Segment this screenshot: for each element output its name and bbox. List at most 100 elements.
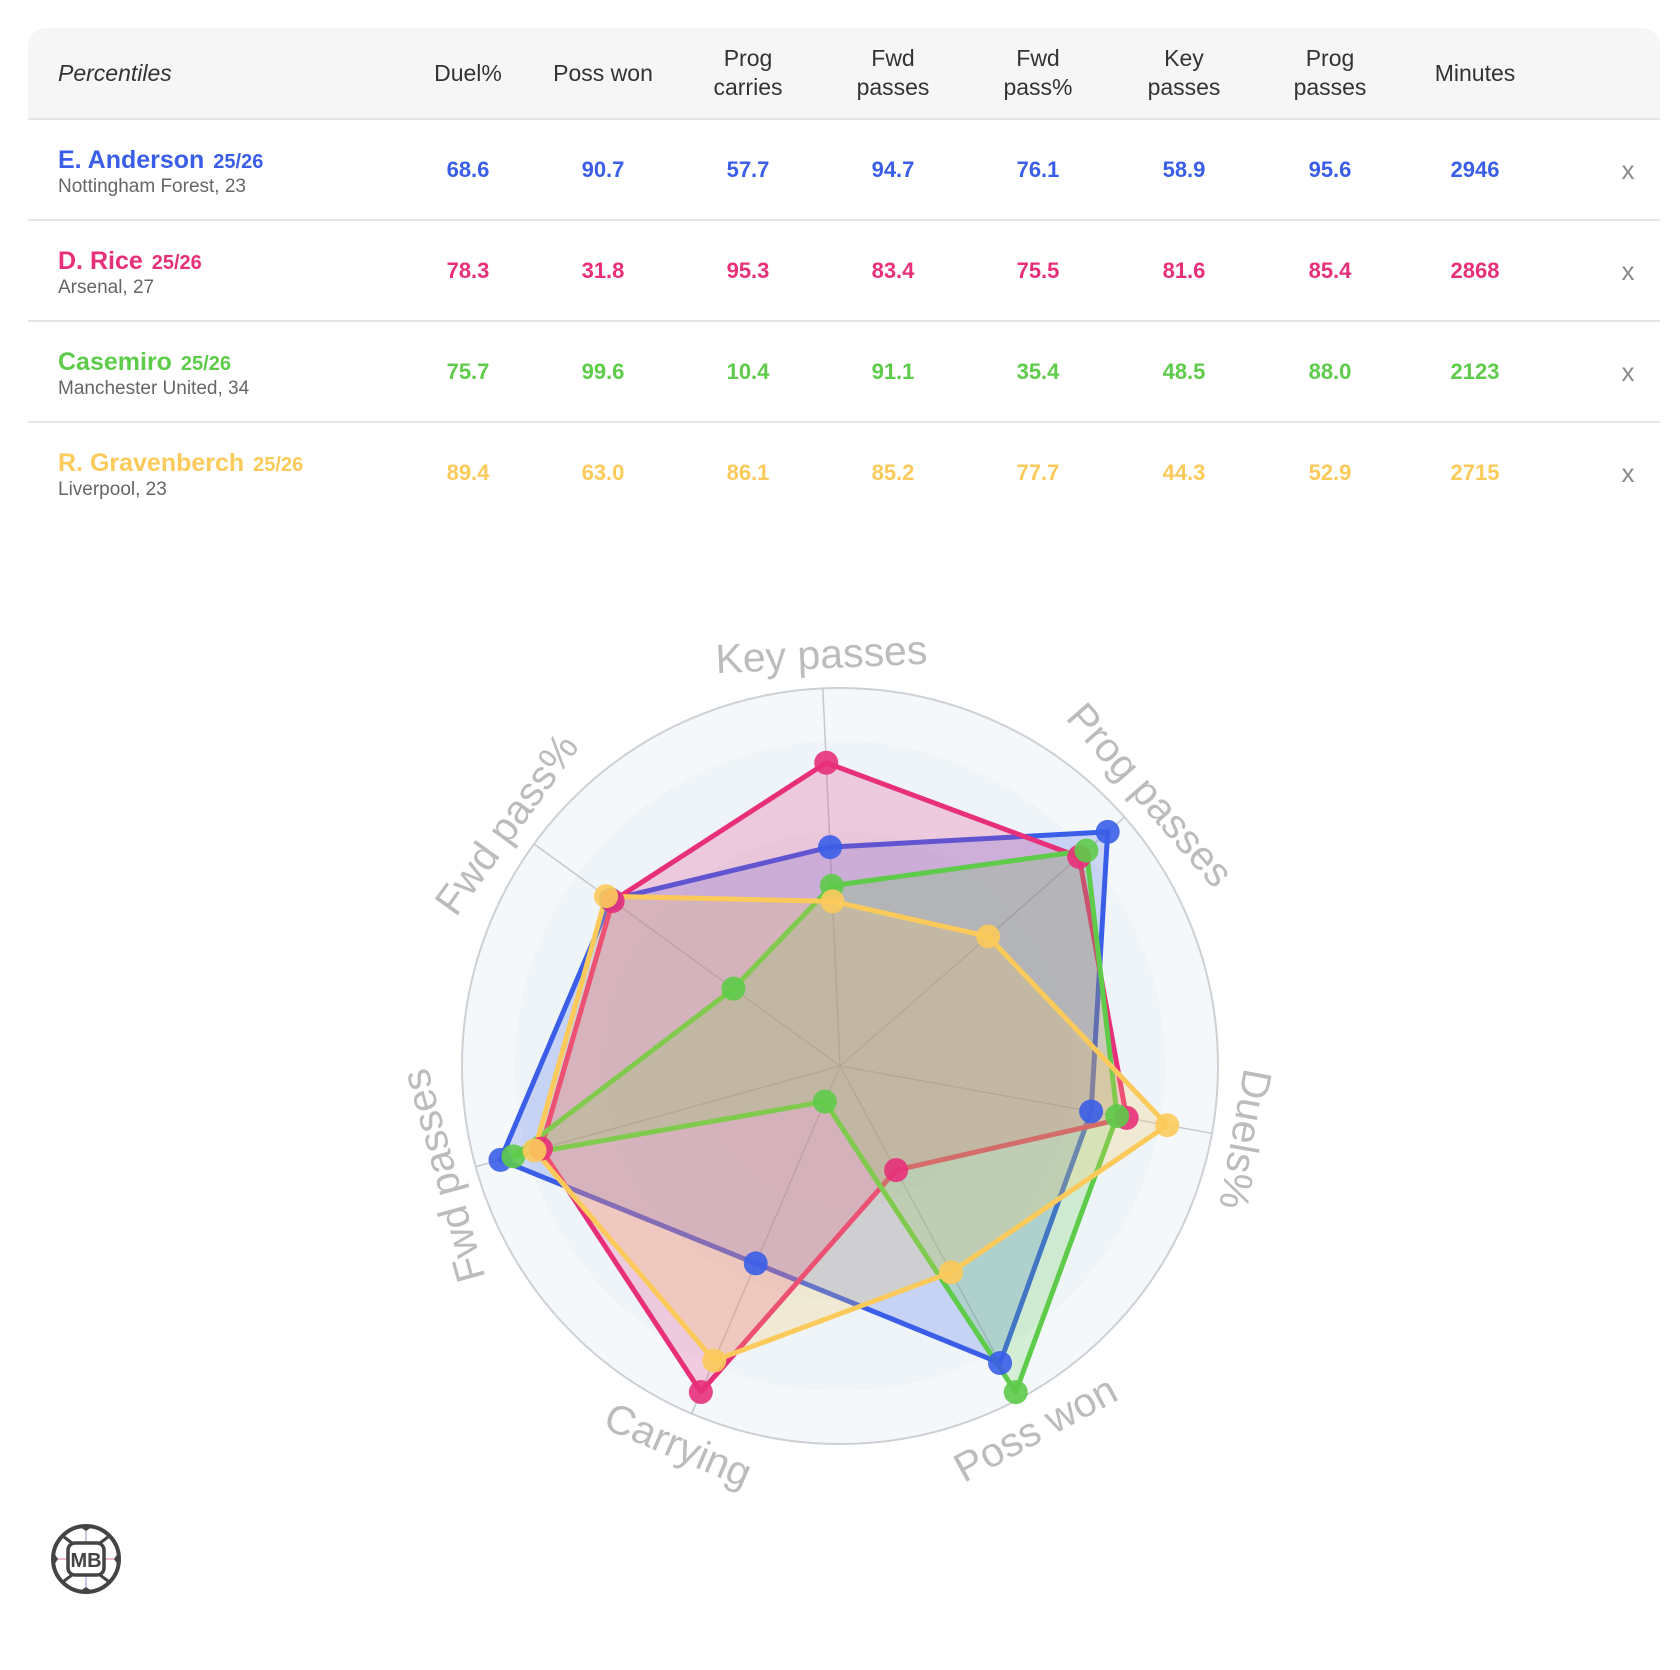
value-fwd-passes: 94.7 <box>871 157 915 182</box>
value-prog-passes: 52.9 <box>1308 460 1352 485</box>
radar-data-point[interactable] <box>988 1351 1013 1376</box>
radar-data-point[interactable] <box>976 924 1001 949</box>
table-header: Percentiles Duel% Poss won Prog carries F… <box>28 28 1660 120</box>
player-name[interactable]: E. Anderson 25/26 <box>58 146 264 174</box>
value-poss-won: 63.0 <box>581 460 625 485</box>
radar-data-point[interactable] <box>1095 819 1120 844</box>
player-team-age: Nottingham Forest, 23 <box>58 176 246 197</box>
value-fwd-pass-pct: 75.5 <box>1016 258 1060 283</box>
radar-series-1 <box>538 760 1130 1395</box>
value-key-passes: 48.5 <box>1162 359 1206 384</box>
season-label: 25/26 <box>253 454 304 476</box>
value-prog-carries: 95.3 <box>726 258 770 283</box>
radar-data-point[interactable] <box>820 889 845 914</box>
radar-data-point[interactable] <box>522 1138 547 1163</box>
radar-data-point[interactable] <box>598 887 623 912</box>
axis-label: Prog passes <box>1058 694 1243 896</box>
remove-player-button[interactable]: x <box>1621 457 1635 488</box>
table-row: D. Rice 25/26 Arsenal, 27 78.3 31.8 95.3… <box>28 221 1660 322</box>
value-duel-pct: 89.4 <box>446 460 490 485</box>
radar-data-point[interactable] <box>488 1147 513 1172</box>
radar-data-point[interactable] <box>721 976 746 1001</box>
mb-logo-icon: MB <box>50 1523 122 1595</box>
radar-data-point[interactable] <box>814 750 839 775</box>
radar-series-group <box>488 750 1180 1405</box>
radar-data-point[interactable] <box>501 1144 526 1169</box>
table-row: R. Gravenberch 25/26 Liverpool, 23 89.4 … <box>28 423 1660 522</box>
player-team-age: Manchester United, 34 <box>58 378 250 399</box>
radar-data-point[interactable] <box>812 1089 837 1114</box>
axis-label: Fwd pass% <box>426 725 588 924</box>
value-duel-pct: 78.3 <box>446 258 490 283</box>
radar-data-point[interactable] <box>1074 838 1099 863</box>
value-prog-carries: 10.4 <box>726 359 770 384</box>
header-percentiles: Percentiles <box>58 59 172 86</box>
value-prog-passes: 95.6 <box>1308 157 1352 182</box>
radar-data-point[interactable] <box>1067 844 1092 869</box>
axis-label: Carrying <box>598 1393 759 1496</box>
player-team-age: Liverpool, 23 <box>58 479 167 500</box>
header-duel-pct[interactable]: Duel% <box>434 59 502 86</box>
value-minutes: 2946 <box>1450 157 1500 182</box>
player-name[interactable]: R. Gravenberch 25/26 <box>58 449 304 477</box>
value-key-passes: 58.9 <box>1162 157 1206 182</box>
player-team-age: Arsenal, 27 <box>58 277 155 298</box>
radar-data-point[interactable] <box>884 1158 909 1183</box>
radar-data-point[interactable] <box>1155 1113 1180 1138</box>
remove-player-button[interactable]: x <box>1621 154 1635 185</box>
radar-data-point[interactable] <box>1079 1099 1104 1124</box>
radar-data-point[interactable] <box>688 1380 713 1405</box>
svg-text:MB: MB <box>70 1550 101 1572</box>
header-key-passes[interactable]: Key passes <box>1147 45 1221 100</box>
value-fwd-passes: 85.2 <box>871 460 915 485</box>
value-poss-won: 90.7 <box>581 157 625 182</box>
axis-label: Duels% <box>1210 1066 1280 1213</box>
radar-data-point[interactable] <box>1105 1104 1130 1129</box>
value-poss-won: 99.6 <box>581 359 625 384</box>
header-fwd-pass-pct[interactable]: Fwd pass% <box>1003 45 1073 100</box>
value-prog-carries: 86.1 <box>726 460 770 485</box>
season-label: 25/26 <box>213 151 264 173</box>
radar-data-point[interactable] <box>1003 1380 1028 1405</box>
value-key-passes: 44.3 <box>1162 460 1206 485</box>
axis-label: Key passes <box>714 627 928 683</box>
radar-data-point[interactable] <box>594 884 619 909</box>
value-fwd-pass-pct: 77.7 <box>1016 460 1060 485</box>
radar-data-point[interactable] <box>1114 1105 1139 1130</box>
value-minutes: 2123 <box>1450 359 1500 384</box>
header-poss-won[interactable]: Poss won <box>553 59 653 86</box>
player-name[interactable]: Casemiro 25/26 <box>58 348 231 376</box>
player-name[interactable]: D. Rice 25/26 <box>58 247 202 275</box>
value-duel-pct: 75.7 <box>446 359 490 384</box>
radar-series-2 <box>510 847 1120 1395</box>
header-prog-passes[interactable]: Prog passes <box>1293 45 1367 100</box>
value-duel-pct: 68.6 <box>446 157 490 182</box>
remove-player-button[interactable]: x <box>1621 356 1635 387</box>
value-fwd-pass-pct: 76.1 <box>1016 157 1060 182</box>
value-prog-passes: 88.0 <box>1308 359 1352 384</box>
radar-data-point[interactable] <box>528 1136 553 1161</box>
radar-data-point[interactable] <box>939 1260 964 1285</box>
table-row: E. Anderson 25/26 Nottingham Forest, 23 … <box>28 120 1660 221</box>
value-fwd-passes: 91.1 <box>871 359 915 384</box>
axis-label: Fwd passes <box>392 1064 495 1287</box>
header-fwd-passes[interactable]: Fwd passes <box>856 45 930 100</box>
header-prog-carries[interactable]: Prog carries <box>713 45 783 100</box>
remove-player-button[interactable]: x <box>1621 255 1635 286</box>
table-row: Casemiro 25/26 Manchester United, 34 75.… <box>28 322 1660 423</box>
header-minutes[interactable]: Minutes <box>1434 59 1516 86</box>
value-poss-won: 31.8 <box>581 258 625 283</box>
season-label: 25/26 <box>151 252 202 274</box>
radar-series-3 <box>532 893 1170 1364</box>
season-label: 25/26 <box>180 353 231 375</box>
value-minutes: 2715 <box>1450 460 1500 485</box>
radar-data-point[interactable] <box>819 873 844 898</box>
radar-data-point[interactable] <box>818 835 843 860</box>
value-minutes: 2868 <box>1450 258 1500 283</box>
radar-data-point[interactable] <box>600 889 625 914</box>
value-fwd-pass-pct: 35.4 <box>1016 359 1060 384</box>
value-fwd-passes: 83.4 <box>871 258 915 283</box>
radar-data-point[interactable] <box>743 1251 768 1276</box>
radar-data-point[interactable] <box>702 1348 727 1373</box>
percentiles-table: Percentiles Duel% Poss won Prog carries F… <box>28 28 1660 522</box>
